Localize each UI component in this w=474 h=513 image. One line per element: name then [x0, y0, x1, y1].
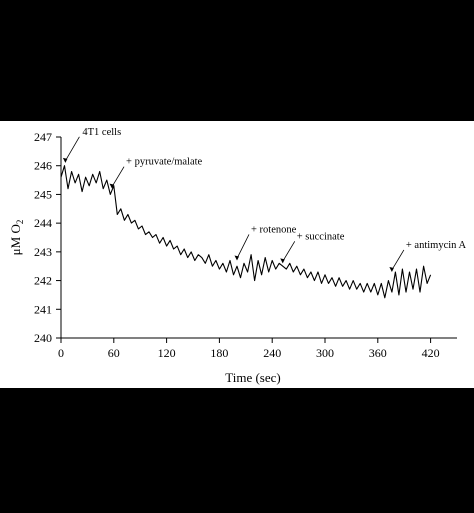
- x-tick-label: 240: [263, 346, 281, 360]
- y-tick-label: 244: [34, 216, 52, 230]
- y-tick-label: 243: [34, 245, 52, 259]
- annotation-arrowhead: [280, 258, 285, 264]
- y-axis-title-subscript: 2: [15, 220, 25, 225]
- x-tick-label: 120: [158, 346, 176, 360]
- x-axis-ticks: 0 60 120 180 240 300 360 420: [58, 338, 440, 360]
- y-tick-label: 246: [34, 159, 52, 173]
- x-tick-label: 0: [58, 346, 64, 360]
- annotation-arrow: [282, 241, 296, 262]
- annotation-arrow: [111, 166, 125, 187]
- annotations: 4T1 cells + pyruvate/malate + rotenone+ su…: [62, 127, 467, 272]
- series-line: [60, 165, 432, 299]
- annotation-arrow: [65, 136, 80, 162]
- y-tick-label: 241: [34, 302, 52, 316]
- y-axis-title-main: μM O: [8, 224, 23, 255]
- annotation-arrowhead: [109, 183, 115, 189]
- annotation-arrowhead: [62, 157, 68, 163]
- x-tick-label: 300: [316, 346, 334, 360]
- annotation-label: + rotenone: [251, 224, 297, 235]
- oxygen-consumption-chart: 240 241 242 243 244 245 246 247 0 60 120 180 240 300…: [8, 127, 467, 385]
- y-axis-title: μM O2: [8, 220, 25, 256]
- chart-panel: 240 241 242 243 244 245 246 247 0 60 120 180 240 300…: [0, 121, 474, 388]
- x-tick-label: 180: [210, 346, 228, 360]
- annotation-label: 4T1 cells: [82, 127, 121, 138]
- annotation-label: + pyruvate/malate: [126, 157, 203, 168]
- x-axis-title: Time (sec): [225, 370, 281, 385]
- y-tick-label: 247: [34, 130, 52, 144]
- y-tick-label: 240: [34, 331, 52, 345]
- annotation-arrow: [391, 249, 405, 271]
- y-tick-label: 245: [34, 187, 52, 201]
- annotation-arrow: [236, 234, 250, 259]
- annotation-label: + succinate: [297, 231, 345, 242]
- x-tick-label: 420: [422, 346, 440, 360]
- y-axis-ticks: 240 241 242 243 244 245 246 247: [34, 130, 61, 345]
- annotation-arrowhead: [389, 266, 394, 272]
- y-tick-label: 242: [34, 274, 52, 288]
- annotation-arrowhead: [234, 255, 239, 261]
- x-tick-label: 360: [369, 346, 387, 360]
- annotation-label: + antimycin A: [406, 240, 467, 251]
- x-tick-label: 60: [108, 346, 120, 360]
